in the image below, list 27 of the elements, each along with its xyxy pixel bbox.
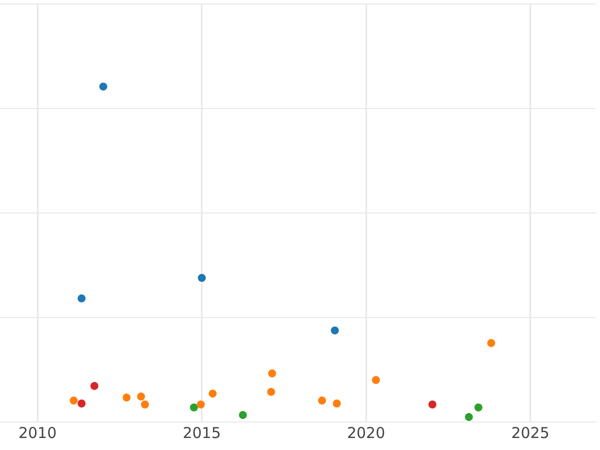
point <box>78 294 86 302</box>
point <box>474 403 482 412</box>
point <box>372 376 380 384</box>
point <box>196 400 205 408</box>
point <box>137 392 146 401</box>
point <box>78 399 86 408</box>
point <box>70 396 78 405</box>
point <box>99 82 108 91</box>
point <box>332 399 341 408</box>
point <box>268 369 276 378</box>
point <box>238 411 247 420</box>
x-tick-label: 2015 <box>182 424 221 442</box>
x-tick-label: 2020 <box>346 424 386 442</box>
point <box>208 390 217 398</box>
point <box>267 388 276 396</box>
point <box>487 339 496 348</box>
point <box>90 382 98 390</box>
x-tick-label: 2025 <box>511 424 550 442</box>
x-tick-label: 2010 <box>18 424 57 442</box>
point <box>198 274 206 282</box>
point <box>428 400 436 408</box>
point <box>140 400 149 408</box>
point <box>330 326 339 334</box>
point <box>464 413 473 422</box>
point <box>318 396 326 405</box>
point <box>190 403 198 412</box>
point <box>122 394 131 402</box>
